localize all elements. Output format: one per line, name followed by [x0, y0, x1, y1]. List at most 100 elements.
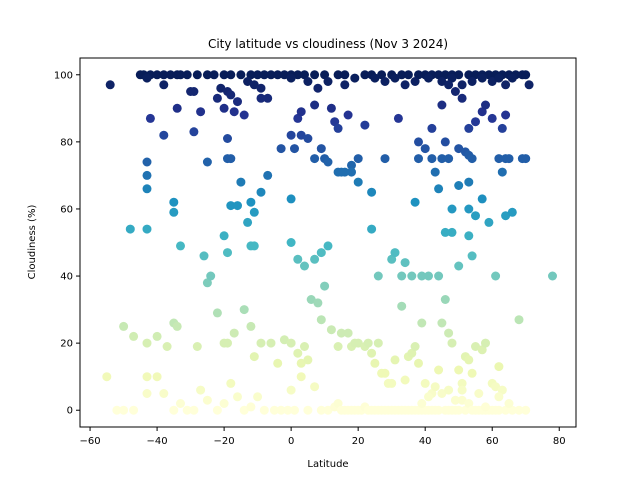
- data-point-39: [440, 70, 450, 80]
- data-point-224: [212, 308, 222, 318]
- data-point-149: [521, 154, 531, 164]
- data-point-103: [414, 137, 423, 147]
- x-tick-label: −40: [147, 436, 168, 447]
- data-point-33: [397, 70, 407, 80]
- y-tick-label: 0: [67, 406, 73, 417]
- data-point-270: [447, 338, 457, 348]
- data-point-108: [457, 93, 467, 103]
- data-point-19: [273, 70, 283, 80]
- data-point-70: [370, 73, 380, 83]
- data-point-85: [145, 113, 155, 123]
- data-point-201: [400, 258, 410, 268]
- data-point-226: [223, 338, 232, 348]
- data-point-368: [521, 405, 531, 415]
- data-point-123: [303, 134, 313, 143]
- data-point-161: [256, 187, 266, 197]
- data-point-374: [424, 392, 433, 402]
- data-point-202: [407, 271, 417, 281]
- data-point-65: [286, 73, 296, 83]
- data-point-312: [310, 382, 320, 392]
- data-point-54: [159, 80, 169, 90]
- data-point-212: [548, 271, 557, 281]
- data-point-218: [162, 342, 172, 351]
- data-point-43: [471, 70, 480, 80]
- data-point-289: [152, 372, 162, 382]
- data-point-207: [447, 227, 457, 237]
- data-point-74: [410, 77, 420, 86]
- data-point-230: [249, 352, 259, 362]
- data-point-180: [501, 211, 511, 221]
- data-point-234: [279, 335, 289, 345]
- data-point-88: [196, 107, 206, 117]
- data-point-42: [464, 70, 474, 80]
- data-point-213: [119, 321, 129, 331]
- data-point-124: [310, 154, 320, 164]
- data-point-237: [296, 358, 306, 368]
- data-point-86: [172, 103, 182, 113]
- data-point-18: [266, 70, 276, 80]
- data-point-158: [236, 177, 246, 187]
- data-point-145: [497, 167, 507, 177]
- data-point-136: [430, 167, 440, 177]
- data-point-250: [353, 338, 363, 348]
- data-point-182: [125, 224, 135, 234]
- data-point-152: [142, 184, 152, 194]
- x-tick-label: 80: [553, 436, 566, 447]
- data-point-310: [296, 372, 306, 382]
- data-point-288: [142, 389, 152, 398]
- data-point-120: [286, 130, 296, 140]
- data-point-209: [464, 231, 474, 241]
- data-point-35: [414, 70, 423, 80]
- data-point-247: [343, 328, 353, 338]
- data-point-214: [129, 331, 139, 341]
- data-point-296: [202, 395, 212, 405]
- data-point-274: [464, 355, 474, 365]
- data-point-77: [447, 73, 457, 83]
- data-point-114: [497, 123, 507, 133]
- data-point-13: [226, 70, 236, 80]
- data-point-99: [333, 123, 343, 133]
- data-point-257: [380, 368, 390, 378]
- data-point-171: [410, 197, 420, 207]
- data-point-15: [246, 70, 256, 80]
- data-point-115: [501, 110, 511, 120]
- data-point-24: [310, 70, 320, 80]
- data-point-232: [266, 338, 276, 348]
- data-point-240: [306, 295, 316, 304]
- data-point-163: [226, 201, 236, 211]
- data-point-131: [367, 187, 377, 197]
- data-point-91: [229, 107, 239, 117]
- data-point-134: [420, 144, 430, 154]
- data-point-303: [253, 392, 263, 402]
- data-point-292: [176, 399, 185, 408]
- data-point-69: [340, 80, 350, 90]
- data-point-267: [437, 318, 447, 328]
- data-point-184: [176, 241, 185, 251]
- data-point-198: [387, 254, 397, 264]
- data-point-176: [464, 204, 474, 214]
- data-point-153: [169, 197, 179, 207]
- data-point-61: [243, 77, 253, 86]
- data-point-301: [239, 405, 249, 415]
- data-point-82: [494, 73, 504, 83]
- data-point-20: [279, 70, 289, 80]
- data-point-193: [310, 254, 320, 264]
- data-point-154: [169, 207, 179, 217]
- data-point-25: [320, 70, 330, 80]
- data-point-52: [524, 80, 534, 90]
- data-point-38: [434, 70, 444, 80]
- data-point-262: [414, 358, 423, 368]
- data-point-57: [212, 93, 222, 103]
- data-point-84: [507, 73, 517, 83]
- data-point-31: [377, 70, 387, 80]
- data-point-104: [427, 123, 437, 133]
- data-point-285: [112, 405, 122, 415]
- data-point-309: [290, 405, 299, 415]
- data-point-62: [249, 80, 259, 90]
- data-point-63: [256, 83, 266, 93]
- data-point-160: [249, 207, 259, 217]
- x-tick-label: −60: [79, 436, 100, 447]
- data-point-185: [199, 251, 209, 261]
- data-point-347: [437, 389, 447, 398]
- data-point-354: [460, 405, 470, 415]
